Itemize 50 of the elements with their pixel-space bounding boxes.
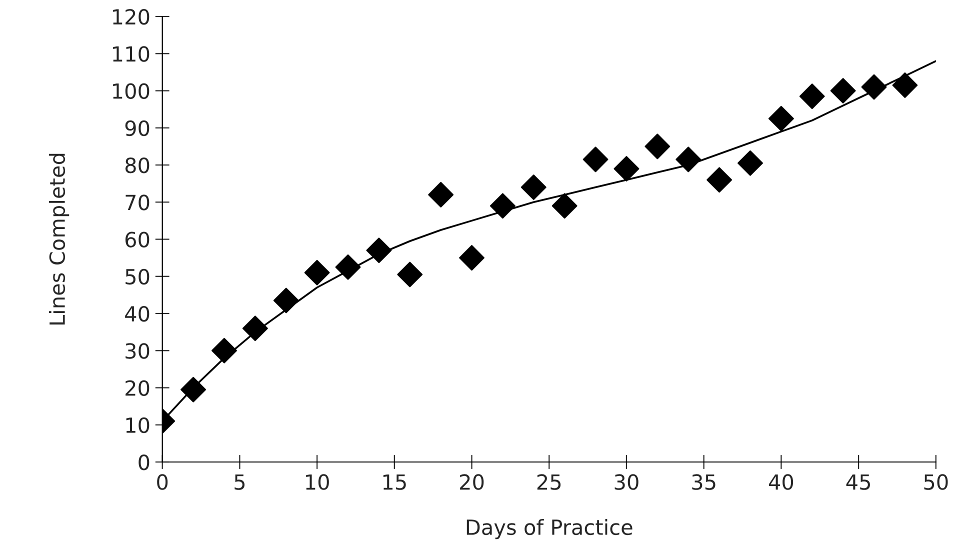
point	[892, 72, 918, 98]
x-tick-label: 0	[157, 474, 168, 490]
point	[335, 254, 361, 280]
x-tick-label: 45	[846, 474, 870, 490]
x-axis-title: Days of Practice	[466, 518, 632, 540]
x-tick-label: 5	[234, 474, 245, 490]
y-tick-label: 80	[125, 157, 150, 174]
point	[180, 376, 206, 402]
point	[366, 238, 392, 264]
x-tick-label: 10	[306, 474, 329, 490]
x-tick-label: 15	[383, 474, 406, 490]
point	[397, 262, 423, 288]
point	[738, 150, 763, 176]
y-tick-label: 70	[126, 194, 150, 210]
point	[799, 84, 825, 110]
point	[552, 193, 578, 219]
point	[861, 74, 887, 100]
x-tick-label: 35	[692, 474, 716, 490]
y-tick-label: 100	[113, 83, 150, 99]
point	[768, 106, 794, 132]
y-tick-label: 0	[138, 454, 150, 470]
y-tick-label: 40	[125, 306, 150, 322]
point	[212, 338, 237, 364]
y-tick-label: 90	[125, 120, 150, 136]
point	[830, 78, 856, 104]
y-tick-label: 30	[126, 343, 150, 359]
point	[706, 167, 732, 193]
point	[614, 156, 640, 182]
x-tick-label: 20	[460, 474, 484, 490]
point	[304, 260, 330, 286]
point	[676, 146, 702, 172]
point	[459, 245, 484, 271]
x-tick-label: 25	[537, 474, 561, 490]
x-tick-label: 50	[924, 474, 948, 490]
point	[520, 174, 546, 200]
y-tick-label: 10	[126, 417, 150, 434]
y-tick-label: 50	[126, 268, 150, 285]
point	[273, 288, 299, 314]
point	[490, 193, 516, 219]
y-tick-label: 60	[125, 232, 150, 248]
point	[428, 182, 454, 208]
point	[582, 146, 608, 172]
x-tick-label: 30	[614, 474, 638, 490]
point	[242, 316, 268, 342]
y-axis-title: Lines Completed	[48, 154, 70, 324]
y-tick-label: 110	[113, 46, 150, 62]
y-tick-label: 120	[113, 8, 150, 25]
y-tick-label: 20	[126, 380, 150, 396]
point	[644, 134, 670, 160]
x-tick-label: 40	[768, 474, 794, 490]
